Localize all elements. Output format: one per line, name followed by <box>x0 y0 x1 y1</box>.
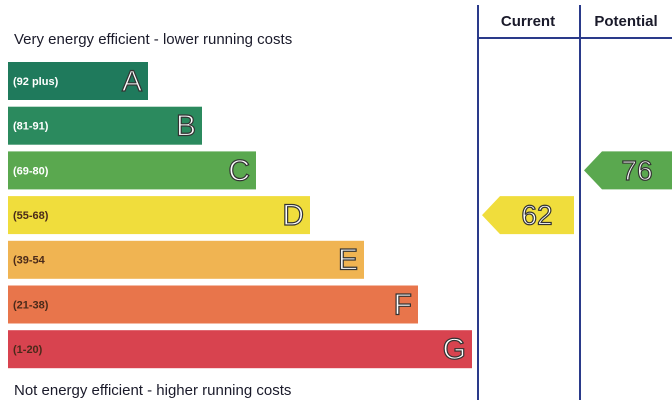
band-range: (21-38) <box>13 299 49 311</box>
band-bar <box>8 151 256 190</box>
band-letter: F <box>394 288 412 321</box>
band-bar <box>8 196 310 235</box>
band-letter: E <box>338 244 358 277</box>
potential-arrow <box>584 151 672 190</box>
band-letter: B <box>176 110 196 143</box>
band-range: (92 plus) <box>13 76 59 88</box>
current-arrow <box>482 196 574 235</box>
band-range: (1-20) <box>13 344 43 356</box>
band-bar <box>8 62 148 100</box>
band-range: (39-54 <box>13 255 46 267</box>
band-letter: G <box>443 333 466 366</box>
band-letter: D <box>282 199 304 232</box>
band-bar <box>8 240 364 279</box>
bottom-note: Not energy efficient - higher running co… <box>14 382 291 399</box>
current-header: Current <box>501 13 555 30</box>
band-letter: A <box>122 65 142 98</box>
band-bar <box>8 330 472 369</box>
potential-value: 76 <box>621 155 652 186</box>
band-range: (81-91) <box>13 121 49 133</box>
top-note: Very energy efficient - lower running co… <box>14 31 292 48</box>
current-value: 62 <box>521 199 552 230</box>
potential-header: Potential <box>594 13 657 30</box>
band-range: (55-68) <box>13 210 49 222</box>
band-bar <box>8 285 418 324</box>
band-range: (69-80) <box>13 165 49 177</box>
band-bar <box>8 106 202 145</box>
band-letter: C <box>228 154 250 187</box>
